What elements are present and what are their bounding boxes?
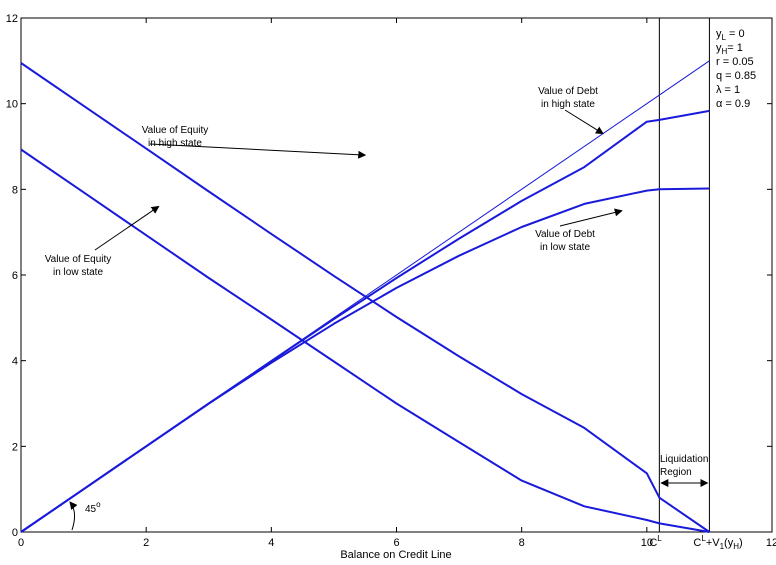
parameters-box: yL = 0yH= 1r = 0.05 q = 0.85 λ = 1 α = 0.9 [716,28,756,110]
x-tick-label: 4 [268,537,274,549]
param-line: λ = 1 [716,84,740,96]
x-tick-label: 12 [766,537,776,549]
series-line [20,62,710,533]
y-tick-label: 12 [6,13,18,25]
annotation-arrow [149,143,367,159]
x-tick-label: 6 [393,537,399,549]
annotation-text: Value of Equity [45,254,112,265]
annotation-text: in low state [53,267,103,278]
y-axis: 0 2 4 6 8 10 12 [6,13,772,539]
annotation-text: Value of Equity [142,125,209,136]
liquidation-line-2: Region [660,467,692,478]
param-line: q = 0.85 [716,70,756,82]
y-tick-label: 8 [12,184,18,196]
y-tick-label: 2 [12,441,18,453]
y-tick-label: 6 [12,270,18,282]
angle-arc [69,501,78,531]
x-tick-label: 8 [519,537,525,549]
vertical-line-label: CL+V1(yH) [693,534,742,551]
liquidation-line-1: Liquidation [660,454,708,465]
liquidation-region-label: Liquidation Region [660,454,708,478]
annotation-arrow [559,208,623,227]
annotation-arrow [94,205,160,251]
annotation-text: Value of Debt [535,229,595,240]
y-tick-label: 4 [12,356,18,368]
annotation-arrow [564,109,604,135]
annotation-text: in high state [148,138,202,149]
series-group [20,60,710,533]
annotation-text: Value of Debt [538,86,598,97]
series-line [20,148,710,533]
y-tick-label: 10 [6,99,18,111]
annotation-text: in low state [540,242,590,253]
series-line [20,187,710,533]
param-line: r = 0.05 [716,56,754,68]
x-tick-label: 0 [18,537,24,549]
param-line: yH= 1 [716,42,743,56]
x-axis: 0 2 4 6 8 10 12 [18,18,776,549]
annotation-text: in high state [541,99,595,110]
param-line: yL = 0 [716,28,745,42]
angle-label: 45o [85,500,101,515]
vertical-line-label: CL [649,534,662,549]
y-tick-label: 0 [12,527,18,539]
series-line [20,109,710,533]
x-tick-label: 10 [641,537,653,549]
annotations: Value of Equity in high state Value of Equ… [45,86,623,531]
x-axis-label: Balance on Credit Line [340,549,451,561]
param-line: α = 0.9 [716,98,750,110]
vertical-lines: CL CL+V1(yH) [649,18,743,551]
x-tick-label: 2 [143,537,149,549]
